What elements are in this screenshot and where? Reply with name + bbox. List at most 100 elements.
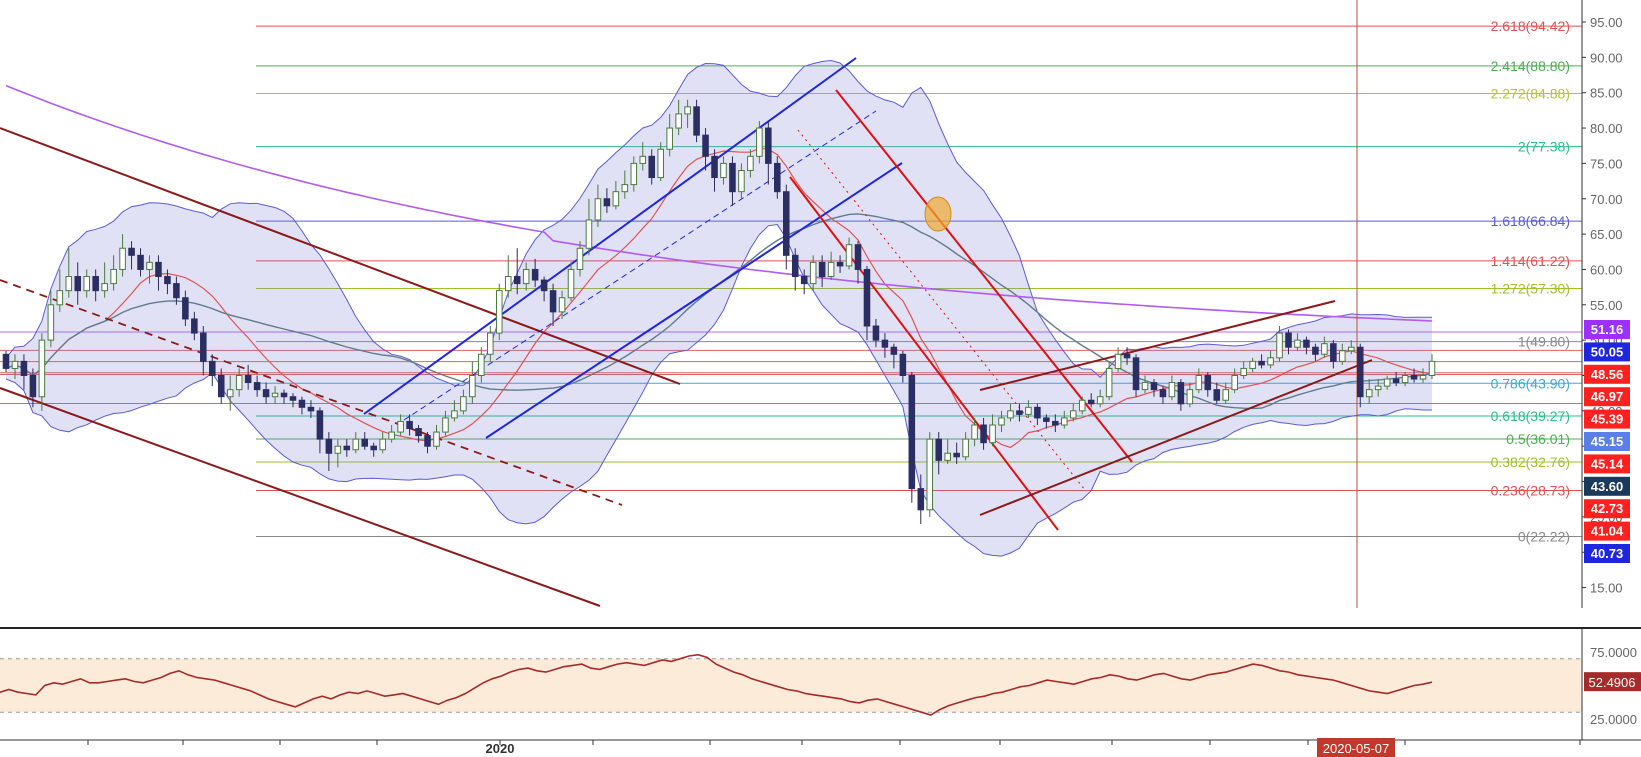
candlestick bbox=[693, 99, 700, 143]
candlestick bbox=[1348, 340, 1355, 355]
candlestick bbox=[1043, 414, 1050, 429]
candlestick bbox=[1231, 368, 1238, 394]
candle-body bbox=[648, 155, 656, 179]
candlestick bbox=[1168, 375, 1176, 401]
price-tick-label: 65.00 bbox=[1590, 227, 1623, 242]
candlestick bbox=[1240, 361, 1247, 380]
candlestick bbox=[262, 382, 270, 404]
candlestick bbox=[720, 156, 727, 185]
candlestick bbox=[980, 417, 987, 450]
candlestick bbox=[603, 188, 611, 213]
highlight-marker bbox=[924, 196, 952, 232]
candlestick bbox=[415, 424, 422, 443]
candlestick bbox=[334, 439, 342, 468]
candle-body bbox=[388, 431, 395, 440]
candlestick bbox=[567, 262, 575, 302]
candle-body bbox=[1213, 389, 1221, 401]
price-tick-label: 85.00 bbox=[1590, 86, 1623, 101]
candlestick bbox=[1330, 340, 1337, 369]
candlestick bbox=[1052, 414, 1059, 433]
candle-body bbox=[540, 279, 548, 292]
candlestick bbox=[1159, 386, 1167, 404]
candle-body bbox=[29, 375, 37, 398]
candlestick bbox=[899, 350, 907, 383]
downtrend-channel-line bbox=[0, 387, 601, 607]
candle-body bbox=[998, 417, 1005, 426]
candlestick bbox=[558, 290, 566, 319]
uptrend-channel-upper-line bbox=[363, 57, 857, 415]
price-tag-label: 42.73 bbox=[1591, 501, 1624, 516]
fib-level-label: 0(22.22) bbox=[1518, 529, 1570, 545]
candlestick bbox=[388, 424, 395, 443]
candlestick bbox=[20, 354, 28, 390]
candlestick bbox=[1078, 396, 1086, 415]
candle-body bbox=[128, 247, 135, 256]
price-tag-background bbox=[1584, 476, 1630, 496]
candle-body bbox=[872, 325, 880, 341]
candlestick bbox=[495, 283, 503, 341]
candle-body bbox=[316, 410, 324, 440]
candlestick bbox=[370, 442, 377, 457]
bollinger-bands bbox=[5, 59, 1432, 557]
candlestick bbox=[1195, 368, 1203, 394]
candlestick bbox=[38, 333, 46, 411]
candlestick bbox=[1365, 379, 1373, 404]
candlestick bbox=[1186, 382, 1194, 408]
fib-level-label: 2.272(84.88) bbox=[1491, 86, 1570, 102]
candlestick bbox=[881, 333, 889, 358]
candle-body bbox=[711, 155, 718, 179]
bollinger-lower-line bbox=[5, 223, 1432, 557]
candle-body bbox=[1159, 389, 1167, 398]
price-tick-label: 60.00 bbox=[1590, 262, 1623, 277]
candle-body bbox=[845, 244, 853, 267]
candle-body bbox=[989, 424, 996, 444]
candlestick bbox=[289, 393, 297, 408]
candle-body bbox=[1177, 382, 1185, 405]
candlestick bbox=[298, 396, 306, 415]
candle-body bbox=[684, 106, 691, 115]
candle-body bbox=[173, 283, 180, 299]
candlestick bbox=[612, 181, 620, 210]
candle-body bbox=[666, 127, 673, 150]
fibonacci-levels: 2.618(94.42) 2.414(88.80) 2.272(84.88) 2(77… bbox=[0, 18, 1582, 545]
candlestick bbox=[1276, 326, 1283, 362]
fib-level-label: 2.618(94.42) bbox=[1491, 18, 1570, 34]
candlestick bbox=[1222, 382, 1230, 404]
price-tag-background bbox=[1584, 320, 1630, 339]
oscillator-tick-label: 75.0000 bbox=[1590, 645, 1637, 660]
candle-body bbox=[1150, 382, 1158, 391]
candle-body bbox=[1195, 375, 1203, 391]
candle-body bbox=[235, 375, 243, 391]
candle-body bbox=[298, 399, 306, 408]
candlestick bbox=[47, 290, 55, 348]
candlestick bbox=[137, 248, 144, 277]
candlestick bbox=[1303, 336, 1310, 355]
candlestick bbox=[307, 400, 315, 418]
candlestick bbox=[235, 368, 243, 397]
price-tag: 45.15 bbox=[1584, 432, 1630, 451]
candle-body bbox=[621, 184, 629, 193]
candlestick bbox=[1141, 375, 1149, 394]
candle-body bbox=[155, 261, 162, 278]
candle-body bbox=[1087, 399, 1095, 405]
candle-body bbox=[612, 191, 620, 207]
oscillator-value-tag: 52.4906 bbox=[1584, 672, 1641, 692]
candlestick bbox=[442, 410, 449, 436]
candlestick bbox=[146, 255, 153, 284]
candlestick bbox=[863, 265, 871, 341]
candlestick bbox=[182, 290, 189, 327]
uptrend-channel-lower-line bbox=[485, 162, 903, 439]
candlestick bbox=[433, 424, 440, 450]
date-highlight-label: 2020-05-07 bbox=[1323, 741, 1390, 756]
candle-body bbox=[585, 219, 593, 249]
candle-body bbox=[2, 353, 10, 369]
candle-body bbox=[567, 268, 575, 299]
time-axis: 2020 2020-05-07 bbox=[0, 738, 1641, 757]
candle-body bbox=[307, 406, 315, 412]
candlestick bbox=[253, 375, 261, 397]
candle-body bbox=[487, 332, 494, 355]
candlestick bbox=[1016, 403, 1023, 422]
bollinger-upper-line bbox=[5, 59, 1432, 386]
price-tick-label: 70.00 bbox=[1590, 192, 1623, 207]
candle-body bbox=[361, 438, 369, 447]
